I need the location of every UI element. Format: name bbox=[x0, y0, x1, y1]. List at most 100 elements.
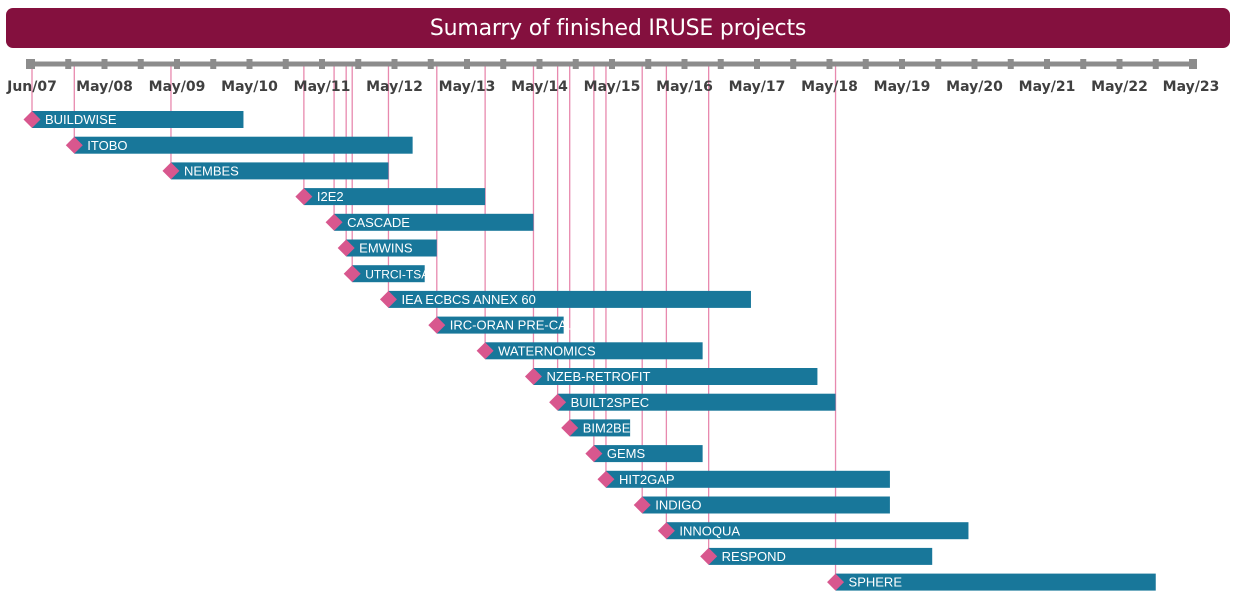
project-label: ITOBO bbox=[87, 138, 127, 153]
axis-minor-tick bbox=[717, 59, 724, 69]
project-bar bbox=[708, 547, 933, 565]
start-marker bbox=[657, 522, 675, 540]
axis-tick bbox=[1189, 59, 1195, 69]
project-label: BIM2BEM bbox=[583, 421, 642, 436]
project-bar bbox=[334, 213, 534, 231]
project-bar bbox=[593, 445, 703, 463]
tick-label: May/22 bbox=[1091, 79, 1148, 95]
project-label: CASCADE bbox=[347, 215, 410, 230]
time-axis: Jun/07 May/08 May/09 May/10 May/11 May/12 May/… bbox=[6, 59, 1219, 95]
axis-minor-tick bbox=[427, 59, 434, 69]
project-bar bbox=[642, 496, 890, 514]
project-label: RESPOND bbox=[722, 549, 786, 564]
axis-minor-tick bbox=[65, 59, 72, 69]
start-marker bbox=[827, 573, 845, 591]
tick-label: May/17 bbox=[729, 79, 786, 95]
axis-minor-tick bbox=[1080, 59, 1087, 69]
project-label: BUILT2SPEC bbox=[571, 395, 650, 410]
axis-minor-tick bbox=[500, 59, 507, 69]
project-bar bbox=[557, 393, 836, 411]
tick-label: May/12 bbox=[366, 79, 423, 95]
chart-title-banner: Sumarry of finished IRUSE projects bbox=[6, 8, 1230, 48]
axis-start-cap bbox=[26, 59, 31, 69]
axis-minor-tick bbox=[137, 59, 144, 69]
start-marker bbox=[700, 547, 718, 565]
start-marker bbox=[561, 419, 579, 437]
start-marker bbox=[162, 162, 180, 180]
tick-label: May/15 bbox=[584, 79, 641, 95]
axis-minor-tick bbox=[355, 59, 362, 69]
project-label: WATERNOMICS bbox=[498, 343, 596, 358]
start-marker bbox=[343, 265, 361, 283]
project-label: I2E2 bbox=[317, 189, 344, 204]
start-marker bbox=[597, 470, 615, 488]
axis-tick bbox=[29, 59, 35, 69]
start-marker bbox=[325, 213, 343, 231]
project-label: INDIGO bbox=[655, 498, 701, 513]
axis-tick bbox=[971, 59, 978, 69]
start-marker bbox=[23, 111, 41, 128]
tick-label: May/19 bbox=[874, 79, 931, 95]
project-label: SPHERE bbox=[849, 575, 903, 590]
axis-tick bbox=[826, 59, 833, 69]
axis-tick bbox=[174, 59, 180, 69]
project-bar bbox=[485, 342, 703, 360]
tick-label: May/18 bbox=[801, 79, 858, 95]
axis-minor-tick bbox=[210, 59, 217, 69]
tick-label: May/10 bbox=[221, 79, 278, 95]
tick-label: May/11 bbox=[294, 79, 351, 95]
tick-label: May/08 bbox=[76, 79, 133, 95]
project-label: INNOQUA bbox=[679, 523, 740, 538]
tick-label: Jun/07 bbox=[6, 79, 57, 95]
axis-tick bbox=[536, 59, 543, 69]
axis-tick bbox=[754, 59, 760, 69]
axis-tick bbox=[319, 59, 325, 69]
tick-label: May/09 bbox=[149, 79, 206, 95]
tick-label: May/13 bbox=[439, 79, 496, 95]
project-bar bbox=[605, 470, 890, 488]
start-marker bbox=[476, 342, 494, 360]
start-marker bbox=[549, 393, 567, 411]
start-marker bbox=[633, 496, 651, 514]
project-label: EMWINS bbox=[359, 241, 413, 256]
start-markers bbox=[23, 111, 845, 591]
tick-label: May/21 bbox=[1019, 79, 1076, 95]
start-marker bbox=[585, 445, 603, 463]
start-marker bbox=[337, 239, 355, 257]
project-label: IEA ECBCS ANNEX 60 bbox=[401, 292, 535, 307]
axis-minor-tick bbox=[790, 59, 797, 69]
start-marker bbox=[295, 188, 313, 206]
axis-tick bbox=[464, 59, 470, 69]
axis-tick bbox=[246, 59, 253, 69]
project-bar bbox=[835, 573, 1156, 591]
start-marker bbox=[524, 368, 542, 385]
axis-minor-tick bbox=[572, 59, 579, 69]
project-label: GEMS bbox=[607, 446, 646, 461]
project-bar bbox=[569, 419, 631, 437]
tick-label: May/14 bbox=[511, 79, 568, 95]
axis-minor-tick bbox=[1007, 59, 1014, 69]
project-label: IRC-ORAN PRE-CAL bbox=[450, 318, 574, 333]
axis-tick bbox=[899, 59, 905, 69]
project-label: HIT2GAP bbox=[619, 472, 675, 487]
tick-label: May/23 bbox=[1163, 79, 1220, 95]
axis-tick bbox=[391, 59, 398, 69]
project-bar bbox=[666, 522, 969, 540]
axis-tick bbox=[1116, 59, 1123, 69]
project-bar bbox=[303, 188, 486, 206]
axis-minor-tick bbox=[935, 59, 942, 69]
tick-label: May/20 bbox=[946, 79, 1003, 95]
project-label: BUILDWISE bbox=[45, 112, 117, 127]
start-marker bbox=[379, 290, 397, 308]
start-marker bbox=[65, 136, 83, 154]
axis-minor-tick bbox=[645, 59, 652, 69]
project-label: UTRCI-TSA bbox=[365, 267, 429, 281]
axis-minor-tick bbox=[1152, 59, 1159, 69]
tick-label: May/16 bbox=[656, 79, 713, 95]
project-bar bbox=[170, 162, 389, 180]
project-bar bbox=[436, 316, 564, 334]
project-bar bbox=[346, 239, 437, 257]
project-bar bbox=[352, 265, 425, 283]
